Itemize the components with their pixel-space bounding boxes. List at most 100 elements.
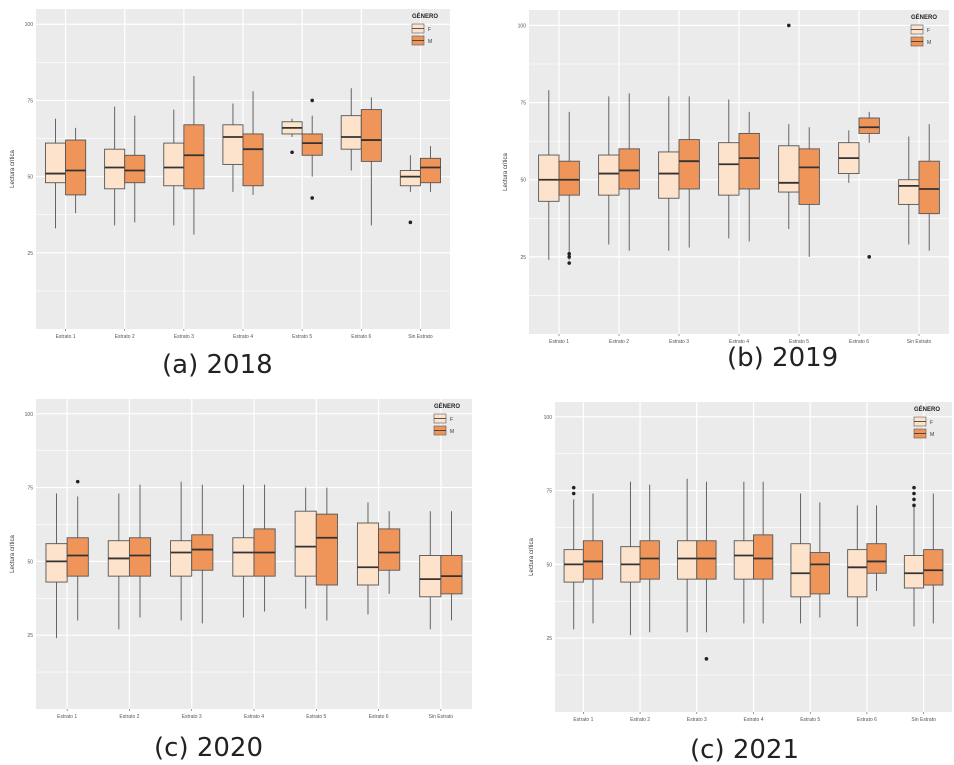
box [399,170,421,187]
box [639,540,660,580]
boxplot-M-6 [866,505,887,591]
x-tick-label: Estrato 1 [549,339,569,345]
boxplot-F-1 [45,118,67,229]
box [104,148,126,190]
boxplot-F-4 [232,484,255,618]
box [360,109,382,162]
x-tick-label: Estrato 1 [573,717,593,723]
box [419,157,441,184]
boxplot-M-4 [242,91,264,195]
boxplot-F-6 [838,130,860,183]
boxplot-M-5 [301,98,323,200]
boxplot-F-2 [598,96,620,245]
x-tick-label: Estrato 4 [743,717,763,723]
box [696,540,717,580]
outlier-point [310,98,314,103]
boxplot-F-6 [356,502,380,615]
box [128,537,152,577]
box [222,124,244,165]
box [340,115,362,150]
box [677,540,698,580]
boxplot-M-5 [798,127,820,257]
box [66,537,89,577]
box [798,148,820,205]
boxplot-F-5 [281,118,303,155]
y-tick-label: 25 [546,636,552,642]
y-axis-label: Lectura crítica [10,534,16,572]
outlier-point [567,255,571,259]
box [124,154,146,184]
box [440,555,463,595]
box [294,510,317,577]
box [378,528,401,571]
box [733,540,754,580]
y-tick-label: 50 [546,562,552,568]
outlier-point [912,497,916,502]
legend-label-M: M [927,40,931,46]
box [356,522,380,586]
y-tick-label: 25 [520,255,526,261]
outlier-point [408,220,413,225]
boxplot-M-6 [858,111,880,259]
box [809,552,830,595]
boxplot-M-1 [65,127,87,214]
x-tick-label: Estrato 6 [857,717,877,723]
x-tick-label: Estrato 3 [174,334,194,340]
box [242,133,264,187]
legend-label-M: M [930,432,934,438]
boxplot-M-2 [128,484,152,618]
boxplot-M-3 [696,481,717,661]
x-tick-label: Sin Estrato [911,717,936,723]
box [301,133,323,156]
legend-label-F: F [428,27,431,33]
box [618,148,640,190]
y-tick-label: 50 [520,178,526,184]
x-tick-label: Estrato 2 [609,339,629,345]
box [45,142,67,184]
caption-2021: (c) 2021 [690,735,800,765]
outlier-point [704,657,709,661]
chart-panel-2021: 25 50 75 100 Lectura crítica Estrato 1 Estrato… [529,402,952,723]
x-tick-label: Estrato 2 [630,717,650,723]
y-axis-label: Lectura crítica [529,537,535,575]
x-tick-label: Sin Estrato [429,714,454,720]
outlier-point [912,491,916,496]
x-tick-label: Sin Estrato [408,334,433,340]
box [538,154,560,202]
x-tick-label: Sin Estrato [907,339,932,345]
outlier-point [75,479,80,484]
box [847,549,868,598]
boxplot-F-2 [104,106,126,226]
legend-title: GÉNERO [412,12,438,20]
box [923,549,944,586]
y-tick-label: 75 [27,98,33,104]
boxplot-F-6 [847,505,868,627]
box [183,124,205,190]
boxplot-M-6 [360,97,382,226]
box [65,139,87,196]
boxplot-M-1 [66,479,89,621]
legend-title: GÉNERO [911,13,937,21]
x-tick-label: Estrato 5 [789,339,809,345]
y-tick-label: 100 [25,22,34,28]
chart-panel-2019: 25 50 75 100 Lectura crítica Estrato 1 Estrato… [503,10,949,345]
box [738,132,760,190]
box [903,555,925,589]
legend-label-M: M [450,429,454,435]
x-tick-label: Estrato 2 [119,714,139,720]
outlier-point [787,23,791,28]
boxplot-M-2 [124,115,146,223]
legend-title: GÉNERO [914,405,940,413]
y-tick-label: 100 [518,23,527,29]
outlier-point [571,491,576,496]
y-axis-label: Lectura crítica [10,149,16,187]
x-tick-label: Estrato 4 [244,714,264,720]
y-tick-label: 75 [520,101,526,107]
box [191,534,214,571]
x-tick-label: Estrato 4 [233,334,253,340]
boxplot-F-3 [163,109,185,226]
outlier-point [310,196,314,200]
boxplot-M-3 [678,96,700,248]
legend-title: GÉNERO [434,402,460,410]
boxplot-M-4 [738,111,760,242]
